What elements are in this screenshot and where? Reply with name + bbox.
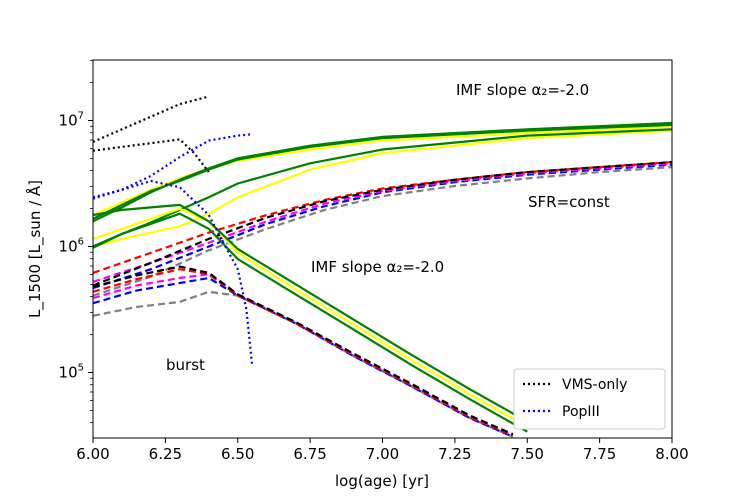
annotation-burst: burst [166, 356, 205, 374]
legend: VMS-only PopIII [513, 368, 666, 430]
series-const-green-3 [93, 121, 672, 223]
legend-label-vms-only: VMS-only [562, 377, 627, 393]
series-burst-magenta [93, 273, 514, 437]
x-axis: 6.00 6.25 6.50 6.75 7.00 7.25 7.50 7.75 8.00 [76, 438, 689, 463]
series-VMS-only-1 [93, 95, 210, 143]
series-burst-green-2 [93, 212, 528, 433]
series-const-red [93, 161, 672, 274]
x-axis-label: log(age) [yr] [335, 472, 429, 490]
x-tick-label: 6.50 [221, 445, 254, 463]
series-burst-black [93, 265, 514, 436]
series-const-green-1 [93, 123, 672, 220]
x-tick-label: 7.25 [438, 445, 471, 463]
annotation-imf-top: IMF slope α₂=-2.0 [456, 81, 589, 99]
series-VMS-only-2 [93, 138, 210, 173]
annotation-imf-mid: IMF slope α₂=-2.0 [311, 258, 444, 276]
series-burst-yellow [93, 207, 528, 428]
x-tick-label: 8.00 [655, 445, 688, 463]
annotation-sfr: SFR=const [528, 193, 610, 211]
series-PopIII-1 [93, 133, 253, 200]
y-axis-label: L_1500 [L_sun / Å] [25, 180, 45, 318]
x-tick-label: 6.25 [149, 445, 182, 463]
x-tick-label: 7.50 [511, 445, 544, 463]
series-layer [93, 95, 672, 438]
series-const-magenta [93, 162, 672, 283]
legend-box [513, 368, 666, 430]
series-burst-blue [93, 276, 514, 438]
series-const-black [93, 161, 672, 287]
x-tick-label: 6.00 [76, 445, 109, 463]
series-const-yellow-1 [93, 129, 672, 248]
series-burst-green-1 [93, 203, 528, 423]
series-const-gray [93, 166, 672, 297]
series-const-blue [93, 163, 672, 290]
x-tick-label: 7.75 [583, 445, 616, 463]
legend-label-popiii: PopIII [562, 404, 600, 420]
x-tick-label: 7.00 [366, 445, 399, 463]
x-tick-label: 6.75 [293, 445, 326, 463]
